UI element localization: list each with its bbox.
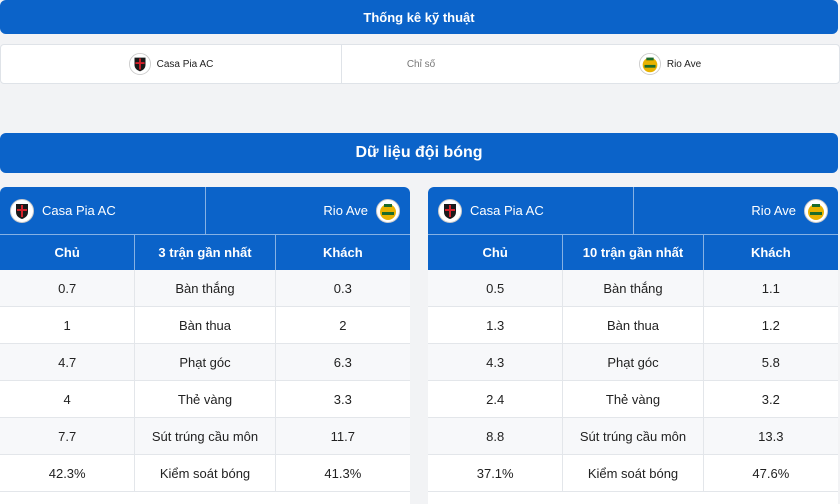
stat-row: 37.1% Kiểm soát bóng 47.6% [428,455,838,492]
stat-value: 4 [0,381,136,417]
section-title: Dữ liệu đội bóng [355,144,483,161]
stat-value: 0.3 [333,280,352,296]
stat-row: 1 Bàn thua 2 [0,307,410,344]
stat-value: 37.1% [428,455,564,491]
team-logo [638,53,661,75]
stat-value: 4.3 [428,344,564,380]
home-name: Casa Pia AC [42,203,116,218]
column-title: Chủ [428,234,564,270]
stat-value: 13.3 [758,428,784,444]
away-team: Rio Ave [634,187,838,234]
stat-name: Kiểm soát bóng [563,455,704,491]
stat-value: 7.7 [0,418,136,454]
stat-value: 42.3% [0,455,136,491]
stat-value: 3.3 [333,391,352,407]
team-logo [128,53,151,75]
stat-row: 42.3% Kiểm soát bóng 41.3% [0,455,410,492]
stat-value: 8.8 [428,418,564,454]
stat-row: 4 Thẻ vàng 3.3 [0,381,410,418]
stat-value: 2 [339,317,347,333]
stat-value: 47.6% [752,465,790,481]
stat-row: 0.5 Bàn thắng 1.1 [428,270,838,307]
column-title: Chủ [0,234,136,270]
stat-value: 1.1 [761,280,780,296]
column-title: Khách [275,234,410,270]
stat-row: 8.8 Sút trúng cầu môn 13.3 [428,418,838,455]
stat-name: Phạt góc [135,344,276,380]
stat-row: 4.7 Phạt góc 6.3 [0,344,410,381]
header-title: Thống kê kỹ thuật [363,9,475,25]
away-name: Rio Ave [323,203,368,218]
away-name: Rio Ave [666,58,702,70]
stat-value: 5.8 [761,354,780,370]
stat-name: Bàn thắng [563,270,704,306]
stat-value: 11.7 [330,428,355,444]
stat-row: 4.3 Phạt góc 5.8 [428,344,838,381]
away-name: Rio Ave [751,203,796,218]
stat-value: 41.3% [324,465,362,481]
stat-name: Sút trúng cầu môn [563,418,704,454]
home-team: Casa Pia AC [1,45,342,83]
stat-name: Thẻ vàng [135,381,276,417]
header-bar: Thống kê kỹ thuật [0,0,838,34]
stat-value: 1.2 [761,317,780,333]
column-title: Khách [703,234,838,270]
team-logo [804,198,828,223]
team-logo [10,198,34,223]
stats-table: Casa Pia AC Rio Ave Chủ 10 trận gần nhất Khá… [428,187,838,504]
stat-name: Sút trúng cầu môn [135,418,276,454]
stat-value: 6.3 [333,354,352,370]
column-header: Chủ 3 trận gần nhất Khách [0,234,410,270]
label-cell: Chỉ số [341,45,501,83]
team-logo [376,198,400,223]
stat-value: 1.3 [428,307,564,343]
stat-name: Bàn thắng [135,270,276,306]
column-header: Chủ 10 trận gần nhất Khách [428,234,838,270]
stat-row: 2.4 Thẻ vàng 3.2 [428,381,838,418]
home-team: Casa Pia AC [428,187,634,234]
home-team: Casa Pia AC [0,187,206,234]
away-team: Rio Ave [206,187,410,234]
match-row: Casa Pia AC Chỉ số Rio Ave [0,44,840,84]
stat-value: 0.7 [0,270,136,306]
stat-row: 7.7 Sút trúng cầu môn 11.7 [0,418,410,455]
column-title: 3 trận gần nhất [135,234,276,270]
column-title: 10 trận gần nhất [563,234,704,270]
home-name: Casa Pia AC [156,58,214,70]
stat-name: Thẻ vàng [563,381,704,417]
stat-value: 4.7 [0,344,136,380]
stat-name: Bàn thua [563,307,704,343]
team-logo [438,198,462,223]
away-team: Rio Ave [501,45,839,83]
stat-name: Bàn thua [135,307,276,343]
home-name: Casa Pia AC [470,203,544,218]
stat-value: 0.5 [428,270,564,306]
stat-value: 1 [0,307,136,343]
stat-row: 1.3 Bàn thua 1.2 [428,307,838,344]
stat-value: 2.4 [428,381,564,417]
stat-value: 3.2 [761,391,780,407]
stat-name: Kiểm soát bóng [135,455,276,491]
stat-name: Phạt góc [563,344,704,380]
label: Chỉ số [406,58,436,70]
stats-table: Casa Pia AC Rio Ave Chủ 3 trận gần nhất Khác… [0,187,410,504]
stat-row: 0.7 Bàn thắng 0.3 [0,270,410,307]
section-bar: Dữ liệu đội bóng [0,133,838,173]
